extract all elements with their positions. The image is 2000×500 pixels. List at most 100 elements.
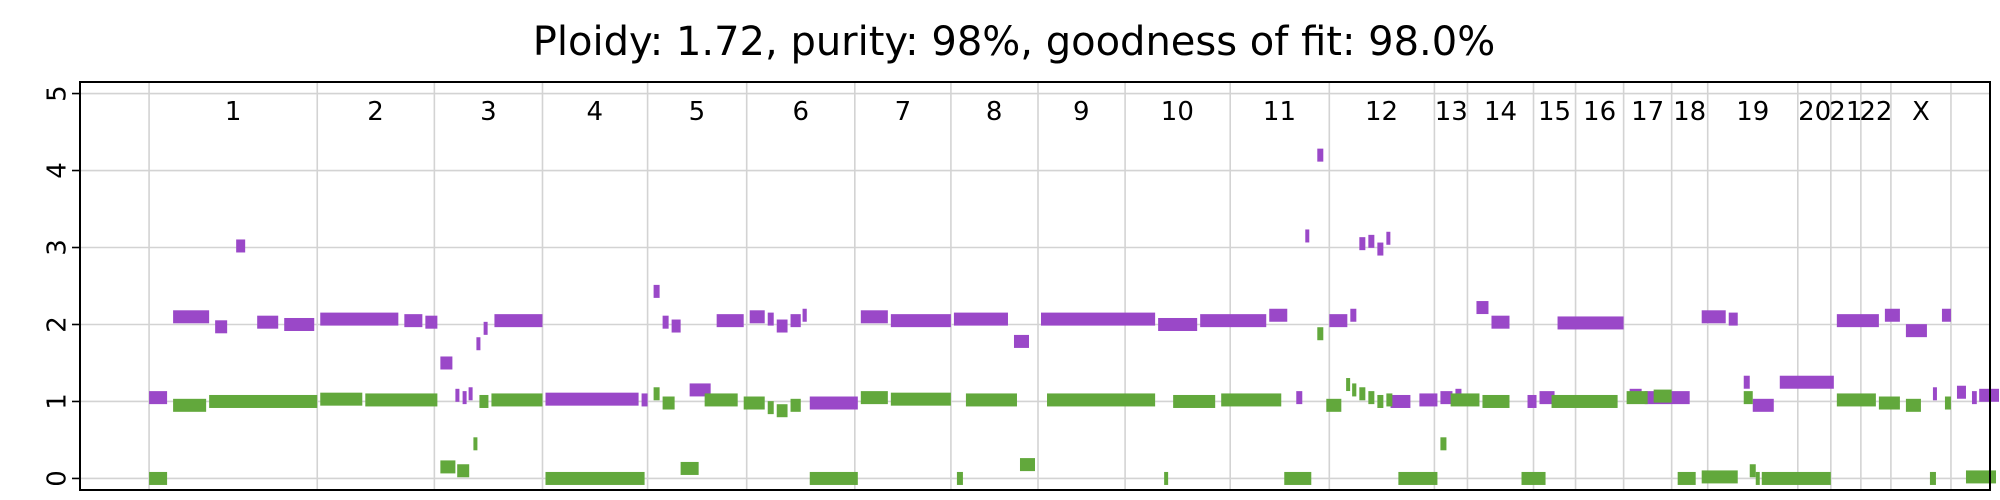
y-tick-label: 5 xyxy=(43,85,73,102)
minor-copy-number-segment xyxy=(653,387,660,401)
minor-copy-number-segment xyxy=(491,393,543,407)
chart-title: Ploidy: 1.72, purity: 98%, goodness of f… xyxy=(533,19,1495,65)
total-copy-number-segment xyxy=(953,312,1008,326)
minor-copy-number-segment xyxy=(473,437,478,451)
total-copy-number-segment xyxy=(1386,231,1391,245)
minor-copy-number-segment xyxy=(890,392,951,406)
y-tick-label: 3 xyxy=(43,239,73,256)
minor-copy-number-segment xyxy=(1944,396,1951,410)
total-copy-number-segment xyxy=(494,314,543,328)
minor-copy-number-segment xyxy=(790,398,801,412)
total-copy-number-segment xyxy=(790,314,801,328)
minor-copy-number-segment xyxy=(1386,393,1393,407)
minor-copy-number-segment xyxy=(704,393,738,407)
total-copy-number-segment xyxy=(641,393,648,407)
total-copy-number-segment xyxy=(1305,229,1310,243)
minor-copy-number-segment xyxy=(545,471,645,485)
minor-copy-number-segment xyxy=(1653,389,1672,403)
minor-copy-number-segment xyxy=(1221,393,1282,407)
minor-copy-number-segment xyxy=(173,398,207,412)
minor-copy-number-segment xyxy=(1326,398,1342,412)
minor-copy-number-segment xyxy=(776,404,788,418)
total-copy-number-segment xyxy=(215,320,228,334)
chromosome-label: 9 xyxy=(1073,97,1090,127)
total-copy-number-segment xyxy=(1701,310,1726,324)
minor-copy-number-segment xyxy=(1755,471,1760,485)
total-copy-number-segment xyxy=(1377,242,1384,256)
total-copy-number-segment xyxy=(767,312,774,326)
total-copy-number-segment xyxy=(1491,315,1510,329)
plot-frame xyxy=(79,81,1991,491)
total-copy-number-segment xyxy=(662,315,669,329)
minor-copy-number-segment xyxy=(1929,471,1936,485)
total-copy-number-segment xyxy=(716,314,744,328)
chromosome-label: 5 xyxy=(689,97,706,127)
plot-marks xyxy=(149,148,2000,485)
chromosome-label: 1 xyxy=(225,97,242,127)
total-copy-number-segment xyxy=(440,356,453,370)
minor-copy-number-segment xyxy=(365,393,438,407)
total-copy-number-segment xyxy=(1752,398,1774,412)
total-copy-number-segment xyxy=(1390,394,1411,408)
total-copy-number-segment xyxy=(1359,237,1366,251)
minor-copy-number-segment xyxy=(479,394,489,408)
total-copy-number-segment xyxy=(1419,393,1438,407)
total-copy-number-segment xyxy=(462,391,467,405)
chromosome-label: 4 xyxy=(586,97,603,127)
total-copy-number-segment xyxy=(1836,314,1879,328)
minor-copy-number-segment xyxy=(320,392,363,406)
minor-copy-number-segment xyxy=(1352,383,1357,397)
minor-copy-number-segment xyxy=(1359,387,1366,401)
chromosome-label: 10 xyxy=(1161,97,1194,127)
minor-copy-number-segment xyxy=(1284,471,1312,485)
chromosome-label: 11 xyxy=(1263,97,1296,127)
total-copy-number-segment xyxy=(468,387,473,401)
total-copy-number-segment xyxy=(425,315,438,329)
total-copy-number-segment xyxy=(802,308,807,322)
y-tick-label: 1 xyxy=(43,393,73,410)
total-copy-number-segment xyxy=(404,314,423,328)
minor-copy-number-segment xyxy=(965,393,1017,407)
minor-copy-number-segment xyxy=(1965,470,1997,484)
minor-copy-number-segment xyxy=(860,391,888,405)
total-copy-number-segment xyxy=(1200,314,1267,328)
total-copy-number-segment xyxy=(1932,387,1937,401)
total-copy-number-segment xyxy=(1296,391,1303,405)
minor-copy-number-segment xyxy=(1626,391,1648,405)
minor-copy-number-segment xyxy=(1743,391,1753,405)
total-copy-number-segment xyxy=(1329,314,1348,328)
y-tick-label: 4 xyxy=(43,162,73,179)
grid-lines xyxy=(80,82,1990,490)
total-copy-number-segment xyxy=(173,310,210,324)
total-copy-number-segment xyxy=(1317,148,1324,162)
chromosome-label: 22 xyxy=(1859,97,1892,127)
total-copy-number-segment xyxy=(653,284,660,298)
total-copy-number-segment xyxy=(483,321,488,335)
minor-copy-number-segment xyxy=(1317,327,1324,341)
minor-copy-number-segment xyxy=(662,396,675,410)
minor-copy-number-segment xyxy=(1551,394,1618,408)
total-copy-number-segment xyxy=(320,312,399,326)
minor-copy-number-segment xyxy=(1482,394,1510,408)
chromosome-label: 6 xyxy=(792,97,809,127)
minor-copy-number-segment xyxy=(1450,393,1480,407)
minor-copy-number-segment xyxy=(743,396,765,410)
total-copy-number-segment xyxy=(1956,385,1966,399)
total-copy-number-segment xyxy=(1440,391,1453,405)
total-copy-number-segment xyxy=(1350,308,1357,322)
minor-copy-number-segment xyxy=(1521,471,1546,485)
chromosome-label: 15 xyxy=(1538,97,1571,127)
chromosome-label: 14 xyxy=(1484,97,1517,127)
minor-copy-number-segment xyxy=(1749,464,1756,478)
minor-copy-number-segment xyxy=(1047,393,1156,407)
y-tick-label: 0 xyxy=(43,470,73,487)
total-copy-number-segment xyxy=(1158,317,1198,331)
chromosome-label: X xyxy=(1912,97,1930,127)
total-copy-number-segment xyxy=(1269,308,1288,322)
total-copy-number-segment xyxy=(689,383,711,397)
minor-copy-number-segment xyxy=(680,461,699,475)
total-copy-number-segment xyxy=(476,337,481,351)
total-copy-number-segment xyxy=(1941,308,1951,322)
